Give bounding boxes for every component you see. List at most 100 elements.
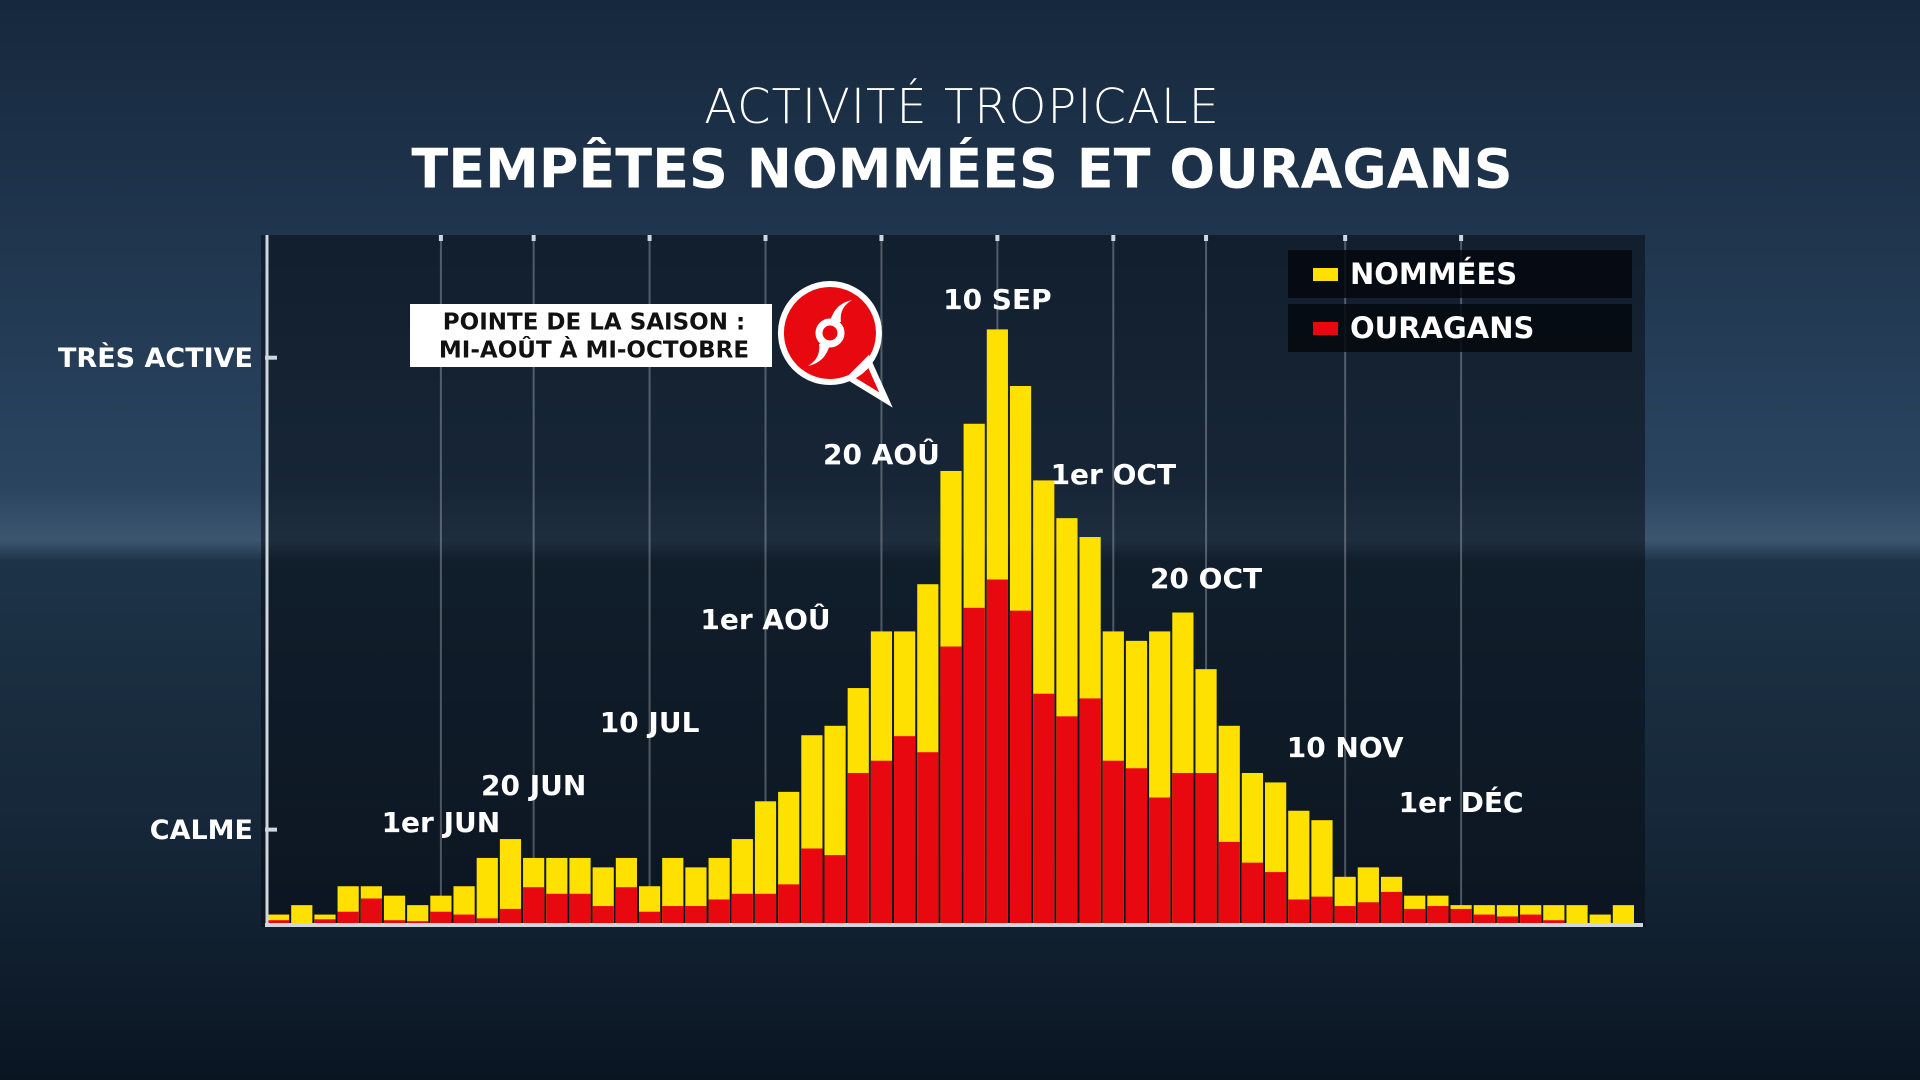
y-tick-label: CALME xyxy=(150,815,253,846)
bar xyxy=(1149,797,1171,924)
date-label: 20 OCT xyxy=(1150,562,1262,595)
legend-swatch xyxy=(1313,268,1338,281)
date-label: 10 NOV xyxy=(1287,731,1404,764)
bar xyxy=(662,906,684,924)
bar xyxy=(1520,914,1542,924)
bar xyxy=(1334,906,1356,924)
bar xyxy=(940,646,962,924)
date-line-cap xyxy=(1111,235,1116,241)
date-line-cap xyxy=(995,235,1000,241)
bar xyxy=(1195,772,1217,924)
bar xyxy=(569,893,591,924)
bar xyxy=(1543,905,1565,924)
bar xyxy=(731,893,753,924)
date-line-cap xyxy=(879,235,884,241)
bar xyxy=(917,752,939,924)
bar xyxy=(847,772,869,924)
bar xyxy=(383,895,406,924)
date-label: 10 JUL xyxy=(600,706,700,739)
bar xyxy=(801,848,823,924)
callout: POINTE DE LA SAISON : MI-AOÛT À MI-OCTOB… xyxy=(410,281,893,408)
bar xyxy=(453,914,475,924)
bar xyxy=(337,911,359,924)
callout-text: MI-AOÛT À MI-OCTOBRE xyxy=(439,336,749,364)
bar xyxy=(1056,716,1078,924)
date-label: 1er DÉC xyxy=(1399,785,1524,819)
bar xyxy=(523,887,545,924)
bar xyxy=(1543,920,1565,924)
bar xyxy=(546,893,568,924)
bar xyxy=(986,579,1008,924)
bar xyxy=(592,906,614,924)
date-line-cap xyxy=(1459,235,1464,241)
bar xyxy=(894,736,916,924)
date-label: 1er JUN xyxy=(382,806,501,839)
bar xyxy=(291,905,313,924)
bar xyxy=(407,921,429,924)
bar xyxy=(1311,896,1333,924)
bar xyxy=(268,920,290,924)
date-label: 1er AOÛ xyxy=(700,602,830,636)
legend-label: NOMMÉES xyxy=(1350,257,1517,291)
bar xyxy=(1079,698,1101,924)
hurricane-icon-fill xyxy=(787,290,873,376)
chart-subtitle: ACTIVITÉ TROPICALE xyxy=(704,78,1220,135)
bar xyxy=(870,760,893,924)
bar xyxy=(615,887,637,924)
bar xyxy=(708,899,730,924)
bar xyxy=(685,906,707,924)
bar xyxy=(1218,841,1240,924)
bar xyxy=(1033,693,1055,924)
date-line-cap xyxy=(647,235,652,241)
bar xyxy=(1241,862,1264,924)
date-line-cap xyxy=(531,235,536,241)
bar xyxy=(1404,908,1426,924)
bar xyxy=(1288,899,1310,924)
bar xyxy=(499,908,522,924)
bar xyxy=(1125,768,1148,924)
bar xyxy=(499,839,522,924)
date-label: 20 JUN xyxy=(481,769,586,802)
bar xyxy=(476,918,498,924)
date-line-cap xyxy=(763,235,768,241)
bar xyxy=(1380,891,1403,924)
date-label: 1er OCT xyxy=(1051,458,1176,491)
callout-text: POINTE DE LA SAISON : xyxy=(443,310,745,336)
bar xyxy=(824,855,846,924)
bar xyxy=(407,905,429,924)
bar xyxy=(1427,906,1449,924)
bar xyxy=(638,911,661,924)
bar xyxy=(778,884,800,924)
callout-box xyxy=(410,304,772,367)
date-label: 20 AOÛ xyxy=(823,437,940,471)
bar xyxy=(1172,772,1194,924)
bar xyxy=(360,898,382,924)
bar xyxy=(1496,916,1519,924)
bar xyxy=(963,607,985,924)
bar xyxy=(383,920,406,924)
date-line-cap xyxy=(1343,235,1348,241)
bar xyxy=(430,911,452,924)
bar xyxy=(1450,908,1472,924)
bar xyxy=(754,801,777,924)
date-line-cap xyxy=(1204,235,1209,241)
bar xyxy=(1566,905,1588,924)
legend-swatch xyxy=(1313,322,1338,335)
legend-label: OURAGANS xyxy=(1350,311,1534,345)
legend-box xyxy=(1288,304,1632,352)
bar xyxy=(268,914,290,924)
bar xyxy=(1009,610,1032,924)
legend: NOMMÉES OURAGANS xyxy=(1288,250,1632,352)
date-line-cap xyxy=(438,235,443,241)
bar xyxy=(1265,872,1287,924)
bar xyxy=(1288,810,1310,924)
bar xyxy=(1589,914,1611,924)
bar xyxy=(1473,914,1495,924)
bar xyxy=(314,919,336,924)
bar xyxy=(1357,902,1379,924)
bar xyxy=(1612,905,1634,924)
bar xyxy=(754,893,777,924)
legend-box xyxy=(1288,250,1632,298)
chart-title: TEMPÊTES NOMMÉES ET OURAGANS xyxy=(411,138,1512,201)
